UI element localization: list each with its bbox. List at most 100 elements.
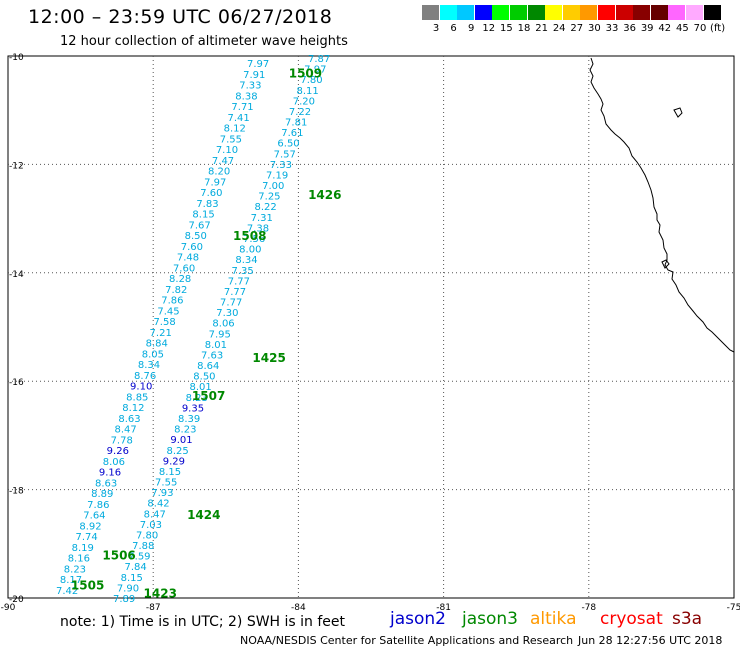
wave-height-value: 7.60 (173, 263, 195, 274)
wave-height-value: 8.06 (103, 457, 125, 468)
wave-height-value: 7.83 (196, 199, 218, 210)
wave-height-value: 8.76 (134, 371, 156, 382)
wave-height-value: 7.87 (308, 54, 330, 65)
wave-height-value: 7.77 (220, 298, 242, 309)
satellite-altika: altika (530, 609, 577, 629)
pass-time-label: 1506 (102, 549, 135, 563)
y-tick-label: -14 (9, 270, 24, 280)
wave-height-value: 7.25 (258, 192, 280, 203)
wave-height-value: 8.50 (193, 372, 215, 383)
wave-height-value: 7.30 (216, 308, 238, 319)
y-tick-label: -18 (9, 487, 24, 497)
wave-height-value: 8.34 (235, 255, 257, 266)
wave-height-value: 7.60 (181, 242, 203, 253)
wave-height-value: 8.11 (297, 86, 319, 97)
legend-label: 21 (535, 23, 548, 34)
generated-timestamp: Jun 28 12:27:56 UTC 2018 (578, 634, 723, 647)
wave-height-value: 9.01 (170, 435, 192, 446)
wave-height-value: 9.29 (163, 456, 185, 467)
satellite-cryosat: cryosat (600, 609, 663, 629)
wave-height-value: 7.80 (136, 530, 158, 541)
legend-swatch (422, 5, 439, 20)
x-tick-label: -75 (727, 603, 740, 613)
wave-height-value: 8.05 (142, 349, 164, 360)
legend-swatch (580, 5, 598, 20)
wave-height-value: 9.26 (107, 446, 129, 457)
wave-height-value: 8.63 (95, 478, 117, 489)
wave-height-value: 9.10 (130, 382, 152, 393)
wave-height-value: 7.55 (155, 478, 177, 489)
wave-height-value: 8.01 (189, 382, 211, 393)
x-tick-label: -87 (146, 603, 161, 613)
pass-time-label: 1505 (71, 578, 104, 592)
wave-height-value: 7.61 (281, 128, 303, 139)
map-title: 12:00 – 23:59 UTC 06/27/2018 (28, 6, 333, 28)
legend-swatch (668, 5, 686, 20)
legend-swatch (492, 5, 510, 20)
legend-label: 15 (500, 23, 513, 34)
wave-height-value: 8.89 (91, 489, 113, 500)
wave-height-value: 8.23 (64, 564, 86, 575)
wave-height-value: 7.45 (157, 306, 179, 317)
wave-height-value: 7.84 (124, 562, 146, 573)
legend-swatch (633, 5, 651, 20)
legend-label: 33 (605, 23, 619, 34)
wave-height-value: 7.33 (270, 160, 292, 171)
wave-height-value: 8.22 (254, 202, 276, 213)
pass-time-label: 1507 (192, 389, 225, 403)
y-tick-label: -12 (9, 161, 24, 171)
wave-height-value: 7.38 (247, 223, 269, 234)
legend-swatch (474, 5, 492, 20)
wave-height-value: 8.39 (178, 414, 200, 425)
legend-label: 42 (658, 23, 672, 34)
legend-label: 24 (552, 23, 566, 34)
wave-height-value: 7.48 (177, 253, 199, 264)
legend-swatch (562, 5, 580, 20)
legend-swatch (527, 5, 545, 20)
wave-height-value: 8.64 (197, 361, 219, 372)
y-tick-label: -16 (9, 378, 24, 388)
units-note: note: 1) Time is in UTC; 2) SWH is in fe… (60, 614, 346, 630)
legend-swatch (650, 5, 668, 20)
credit-text: NOAA/NESDIS Center for Satellite Applica… (240, 634, 574, 647)
wave-height-value: 7.00 (262, 181, 284, 192)
wave-height-value: 7.58 (153, 317, 175, 328)
wave-height-value: 7.19 (266, 170, 288, 181)
legend-label: 27 (570, 23, 584, 34)
wave-height-value: 7.77 (224, 287, 246, 298)
legend-label: 6 (450, 23, 457, 34)
wave-height-value: 8.12 (122, 403, 144, 414)
wave-height-value: 8.16 (68, 554, 90, 565)
wave-height-value: 7.55 (220, 134, 242, 145)
wave-height-value: 7.86 (87, 500, 109, 511)
legend-label: 45 (676, 23, 689, 34)
legend-label: 70 (693, 23, 707, 34)
wave-height-value: 7.86 (161, 296, 183, 307)
legend-label: 39 (640, 23, 654, 34)
wave-height-value: 7.97 (204, 177, 226, 188)
wave-height-value: 8.19 (72, 543, 94, 554)
wave-height-value: 7.10 (216, 145, 238, 156)
legend-label: 36 (623, 23, 636, 34)
pass-time-label: 1509 (289, 66, 322, 80)
wave-height-value: 7.91 (243, 70, 265, 81)
wave-height-value: 7.81 (285, 118, 307, 129)
legend-swatch (703, 5, 721, 20)
pass-time-label: 1423 (144, 587, 177, 601)
legend-swatch (545, 5, 563, 20)
wave-height-value: 8.20 (208, 167, 230, 178)
wave-height-value: 9.35 (182, 403, 204, 414)
wave-height-value: 7.57 (274, 149, 296, 160)
wave-height-value: 7.47 (212, 156, 234, 167)
legend-label: 30 (588, 23, 601, 34)
wave-height-value: 8.17 (60, 575, 82, 586)
wave-height-value: 8.23 (174, 425, 196, 436)
map-frame (7, 55, 735, 599)
wave-height-value: 8.63 (118, 414, 140, 425)
wave-height-value: 7.60 (200, 188, 222, 199)
wave-height-value: 7.90 (117, 583, 139, 594)
wave-height-value: 7.42 (56, 586, 78, 597)
wave-height-value: 7.80 (300, 75, 322, 86)
pass-time-label: 1426 (308, 188, 341, 202)
